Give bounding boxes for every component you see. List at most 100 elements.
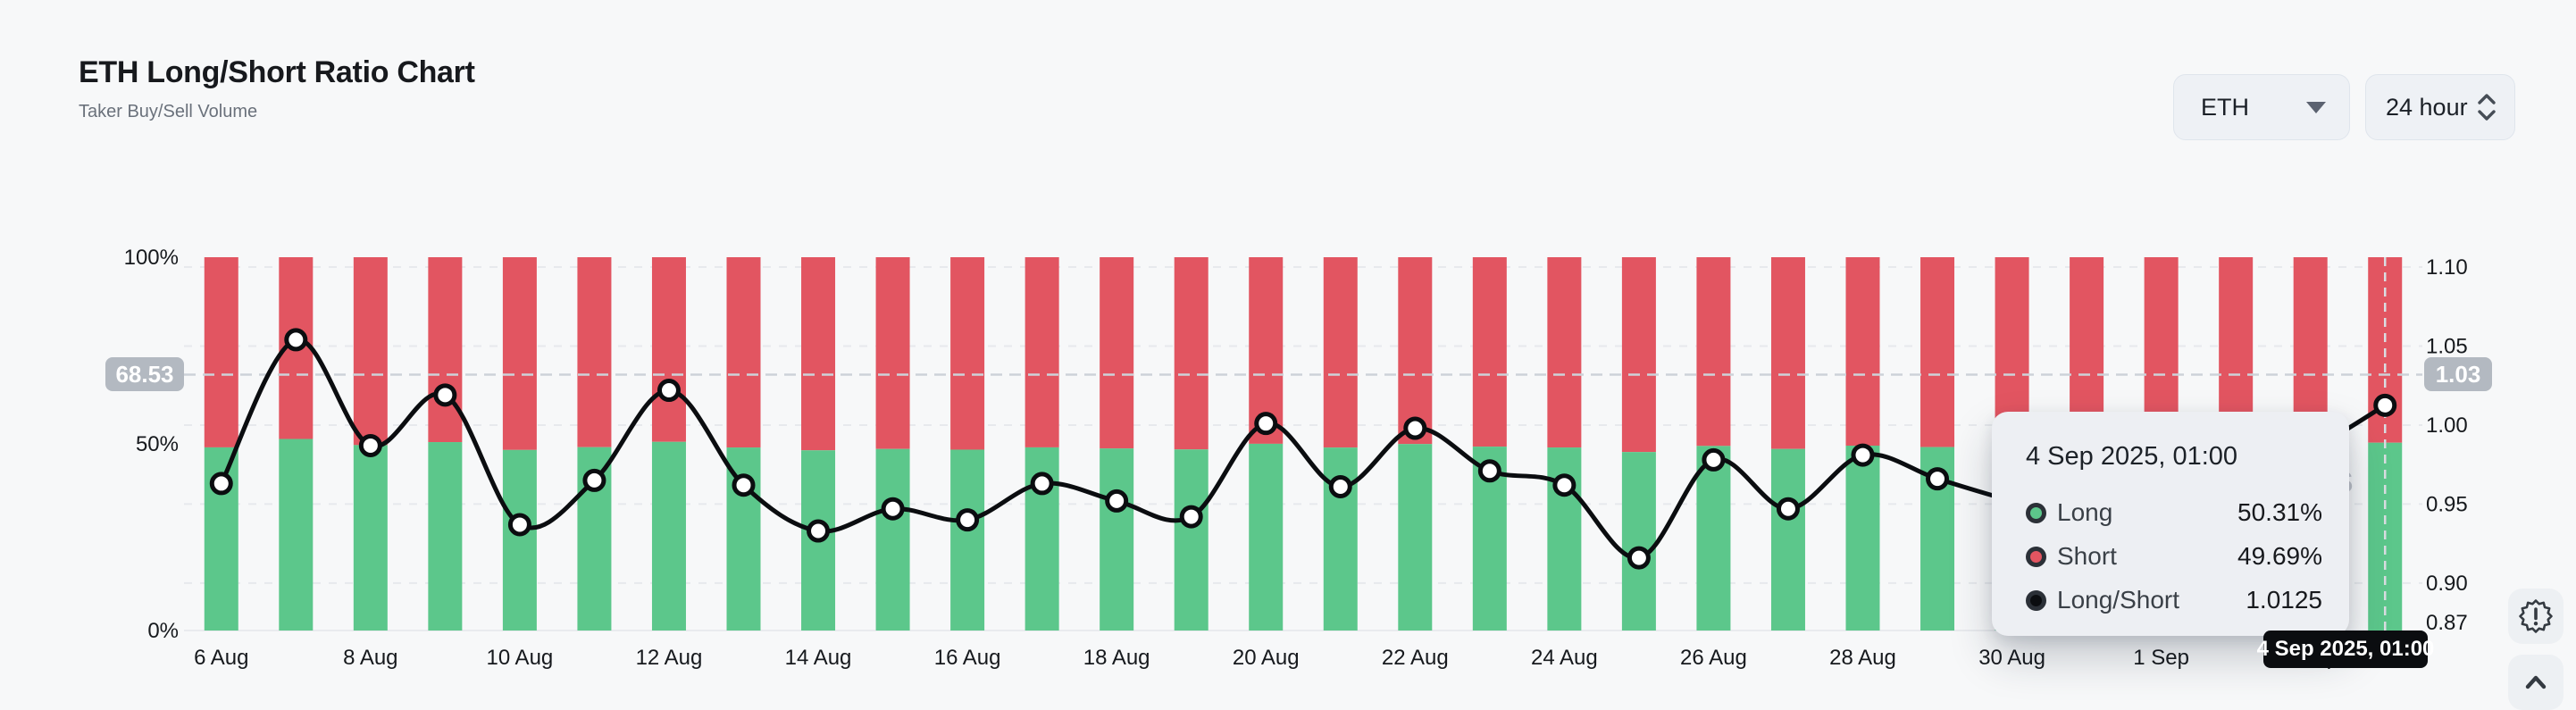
x-axis-label: 6 Aug xyxy=(194,646,248,670)
bar-short[interactable] xyxy=(1845,257,1880,447)
ratio-line-point[interactable] xyxy=(881,497,905,521)
bar-short[interactable] xyxy=(875,257,910,449)
page-subtitle: Taker Buy/Sell Volume xyxy=(79,102,258,121)
ratio-line-point[interactable] xyxy=(507,513,531,537)
chart-tooltip: 4 Sep 2025, 01:00 Long 50.31% Short 49.6… xyxy=(1992,412,2349,636)
x-axis-label: 26 Aug xyxy=(1680,646,1747,670)
y-axis-label-left: 100% xyxy=(124,246,179,270)
bar-short[interactable] xyxy=(1547,257,1582,448)
x-axis-label: 8 Aug xyxy=(343,646,397,670)
bar-long[interactable] xyxy=(1621,452,1656,631)
tooltip-title: 4 Sep 2025, 01:00 xyxy=(2026,442,2238,471)
bar-short[interactable] xyxy=(651,257,686,442)
x-axis-label: 22 Aug xyxy=(1382,646,1449,670)
bar-short[interactable] xyxy=(1398,257,1433,445)
symbol-select[interactable]: ETH xyxy=(2173,74,2350,140)
x-axis-label: 14 Aug xyxy=(785,646,852,670)
bar-long[interactable] xyxy=(1249,443,1284,631)
ratio-line-point[interactable] xyxy=(284,328,308,352)
ratio-line-point[interactable] xyxy=(732,473,756,497)
ratio-line-point[interactable] xyxy=(1702,447,1726,472)
bar-short[interactable] xyxy=(577,257,612,447)
ratio-line-point[interactable] xyxy=(1926,467,1950,491)
interval-select-value: 24 hour xyxy=(2386,93,2468,121)
ratio-line-point[interactable] xyxy=(657,379,681,403)
x-axis-label: 1 Sep xyxy=(2133,646,2189,670)
tooltip-row-label: Short xyxy=(2057,542,2117,570)
bar-short[interactable] xyxy=(950,257,985,450)
ratio-line-point[interactable] xyxy=(1627,546,1651,570)
y-axis-label-right: 1.00 xyxy=(2426,413,2468,438)
bar-long[interactable] xyxy=(1696,446,1731,631)
x-axis-label: 10 Aug xyxy=(487,646,554,670)
page-title: ETH Long/Short Ratio Chart xyxy=(79,55,475,89)
bar-long[interactable] xyxy=(502,449,537,631)
short-series-swatch-icon xyxy=(2026,546,2046,567)
ratio-line-point[interactable] xyxy=(1328,474,1352,498)
bar-short[interactable] xyxy=(1025,257,1059,447)
bar-short[interactable] xyxy=(1100,257,1134,449)
bar-short[interactable] xyxy=(1696,257,1731,447)
x-axis-label: 30 Aug xyxy=(1978,646,2045,670)
bar-long[interactable] xyxy=(1323,447,1358,631)
bar-short[interactable] xyxy=(1920,257,1955,447)
y-axis-label-right: 0.95 xyxy=(2426,492,2468,516)
ratio-line-point[interactable] xyxy=(358,433,382,457)
ratio-line-point[interactable] xyxy=(433,383,457,407)
bar-long[interactable] xyxy=(1398,444,1433,631)
tooltip-row-value: 1.0125 xyxy=(2246,586,2322,614)
bar-long[interactable] xyxy=(1174,449,1209,631)
bar-short[interactable] xyxy=(353,257,388,446)
ratio-line-point[interactable] xyxy=(1254,412,1278,436)
ratio-line-point[interactable] xyxy=(1030,472,1054,496)
ratio-line-point[interactable] xyxy=(1105,489,1129,513)
ratio-line-point[interactable] xyxy=(1179,505,1203,529)
x-axis-label: 16 Aug xyxy=(934,646,1001,670)
y-axis-label-right: 0.90 xyxy=(2426,572,2468,596)
chevron-up-down-icon xyxy=(2475,93,2498,121)
x-axis-label: 28 Aug xyxy=(1829,646,1896,670)
interval-select[interactable]: 24 hour xyxy=(2365,74,2515,140)
bar-short[interactable] xyxy=(1770,257,1805,449)
ratio-line-point[interactable] xyxy=(1552,473,1577,497)
ratio-series-swatch-icon xyxy=(2026,589,2046,611)
bar-short[interactable] xyxy=(502,257,537,450)
ratio-line-point[interactable] xyxy=(209,472,233,496)
ratio-line-point[interactable] xyxy=(1403,416,1427,440)
bar-short[interactable] xyxy=(1174,257,1209,450)
alert-button[interactable] xyxy=(2508,589,2563,644)
ratio-line-point[interactable] xyxy=(807,519,831,543)
bar-short[interactable] xyxy=(428,257,463,443)
tooltip-row-label: Long/Short xyxy=(2057,586,2179,614)
ratio-line-point[interactable] xyxy=(956,508,980,532)
bar-long[interactable] xyxy=(875,448,910,631)
bar-long[interactable] xyxy=(651,441,686,631)
bar-long[interactable] xyxy=(1770,448,1805,631)
caret-down-icon xyxy=(2306,101,2326,113)
tooltip-rows: Long 50.31% Short 49.69% Long/Short 1.01… xyxy=(2026,498,2322,614)
bar-short[interactable] xyxy=(1323,257,1358,448)
y-axis-label-left: 0% xyxy=(147,619,179,643)
chart-header: ETH Long/Short Ratio Chart Taker Buy/Sel… xyxy=(79,54,475,122)
bar-long[interactable] xyxy=(950,449,985,631)
bar-long[interactable] xyxy=(428,442,463,631)
x-axis-label: 18 Aug xyxy=(1083,646,1150,670)
bar-long[interactable] xyxy=(279,439,314,631)
ratio-line-point[interactable] xyxy=(1477,459,1501,483)
ratio-line-point[interactable] xyxy=(1851,443,1875,467)
ratio-line-point[interactable] xyxy=(1776,497,1800,521)
bar-short[interactable] xyxy=(801,257,836,451)
y-axis-label-left: 50% xyxy=(136,432,179,456)
crosshair-left-badge: 68.53 xyxy=(105,357,184,391)
collapse-button[interactable] xyxy=(2508,655,2563,710)
bar-long[interactable] xyxy=(353,445,388,631)
bar-short[interactable] xyxy=(204,257,238,447)
badge-alert-icon xyxy=(2519,599,2553,633)
ratio-line-point[interactable] xyxy=(2373,393,2397,417)
bar-long[interactable] xyxy=(1845,446,1880,631)
bar-short[interactable] xyxy=(1621,257,1656,453)
ratio-line-point[interactable] xyxy=(582,468,606,492)
bar-short[interactable] xyxy=(726,257,761,448)
bar-short[interactable] xyxy=(1472,257,1507,447)
bar-long[interactable] xyxy=(1100,448,1134,631)
